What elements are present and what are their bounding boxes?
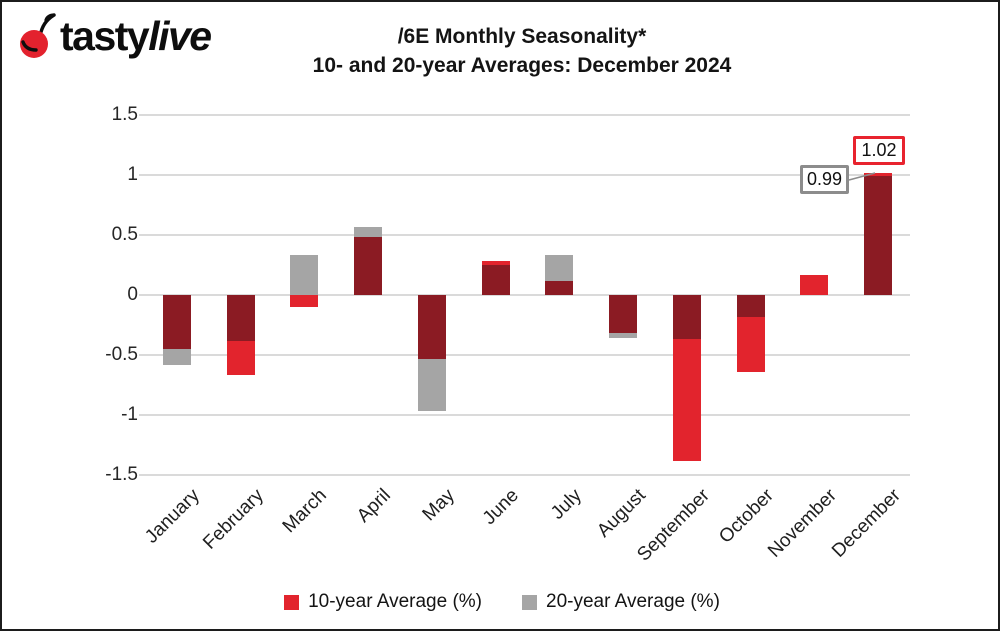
legend-swatch-10yr bbox=[284, 594, 300, 610]
gridline-y-1 bbox=[139, 174, 910, 176]
y-axis-tick-label: 0 bbox=[127, 284, 138, 305]
callout-20yr-value: 0.99 bbox=[800, 165, 849, 194]
bar-overlap-april bbox=[354, 237, 383, 295]
bar-10yr-march bbox=[290, 295, 319, 307]
legend-item-10yr: 10-year Average (%) bbox=[284, 591, 482, 613]
gridline-y--1.5 bbox=[139, 474, 910, 476]
plot-area: 1.5 1 0.5 0 -0.5 -1 -1.5 January February March Ap… bbox=[105, 105, 910, 566]
y-axis-tick-label: 0.5 bbox=[111, 224, 138, 245]
bar-overlap-june bbox=[481, 265, 510, 295]
legend-swatch-20yr bbox=[522, 594, 537, 610]
gridline-y-0.5 bbox=[139, 234, 910, 236]
y-axis-tick-label: -1 bbox=[121, 404, 138, 425]
gridline-y-1.5 bbox=[139, 114, 910, 116]
bar-10yr-december bbox=[864, 172, 893, 177]
bar-20yr-july bbox=[545, 255, 574, 281]
bar-10yr-june bbox=[481, 261, 510, 265]
y-axis-tick-label: -0.5 bbox=[105, 344, 138, 365]
callout-20yr-text: 0.99 bbox=[806, 169, 843, 189]
bar-10yr-november bbox=[800, 274, 829, 295]
bar-10yr-september bbox=[672, 339, 701, 461]
y-axis-tick-label: 1.5 bbox=[111, 104, 138, 125]
bar-overlap-january bbox=[162, 295, 191, 349]
bar-20yr-january bbox=[162, 349, 191, 365]
legend-label-20yr: 20-year Average (%) bbox=[546, 591, 720, 612]
brand-wordmark: tastylive bbox=[60, 13, 212, 59]
bar-overlap-july bbox=[545, 280, 574, 295]
bar-20yr-may bbox=[417, 358, 446, 412]
bar-overlap-december bbox=[864, 176, 893, 295]
bar-10yr-february bbox=[226, 340, 255, 376]
chart-title: /6E Monthly Seasonality* 10- and 20-year… bbox=[122, 22, 922, 80]
bar-overlap-may bbox=[417, 295, 446, 359]
brand-live: live bbox=[148, 13, 212, 59]
callout-10yr-text: 1.02 bbox=[861, 140, 897, 160]
bar-overlap-september bbox=[672, 295, 701, 340]
bar-overlap-august bbox=[609, 295, 638, 334]
callout-10yr-value: 1.02 bbox=[853, 136, 905, 165]
chart-legend: 10-year Average (%) 20-year Average (%) bbox=[2, 591, 998, 613]
cherry-icon bbox=[20, 13, 56, 58]
bar-20yr-august bbox=[609, 333, 638, 339]
bar-overlap-february bbox=[226, 295, 255, 341]
bar-overlap-october bbox=[736, 295, 765, 317]
gridline-y--1 bbox=[139, 414, 910, 416]
gridline-y--0.5 bbox=[139, 354, 910, 356]
y-axis-tick-label: -1.5 bbox=[105, 464, 138, 485]
legend-label-10yr: 10-year Average (%) bbox=[308, 591, 482, 612]
bar-10yr-october bbox=[736, 316, 765, 372]
tastylive-logo: tastylive bbox=[16, 12, 212, 60]
brand-tasty: tasty bbox=[60, 13, 150, 59]
gridline-y-0 bbox=[139, 294, 910, 296]
y-axis-tick-label: 1 bbox=[127, 164, 138, 185]
chart-title-line1: /6E Monthly Seasonality* bbox=[397, 25, 647, 48]
bar-20yr-april bbox=[354, 226, 383, 238]
bar-20yr-march bbox=[290, 255, 319, 295]
legend-item-20yr: 20-year Average (%) bbox=[522, 591, 720, 613]
chart-title-line2: 10- and 20-year Averages: December 2024 bbox=[312, 54, 732, 77]
